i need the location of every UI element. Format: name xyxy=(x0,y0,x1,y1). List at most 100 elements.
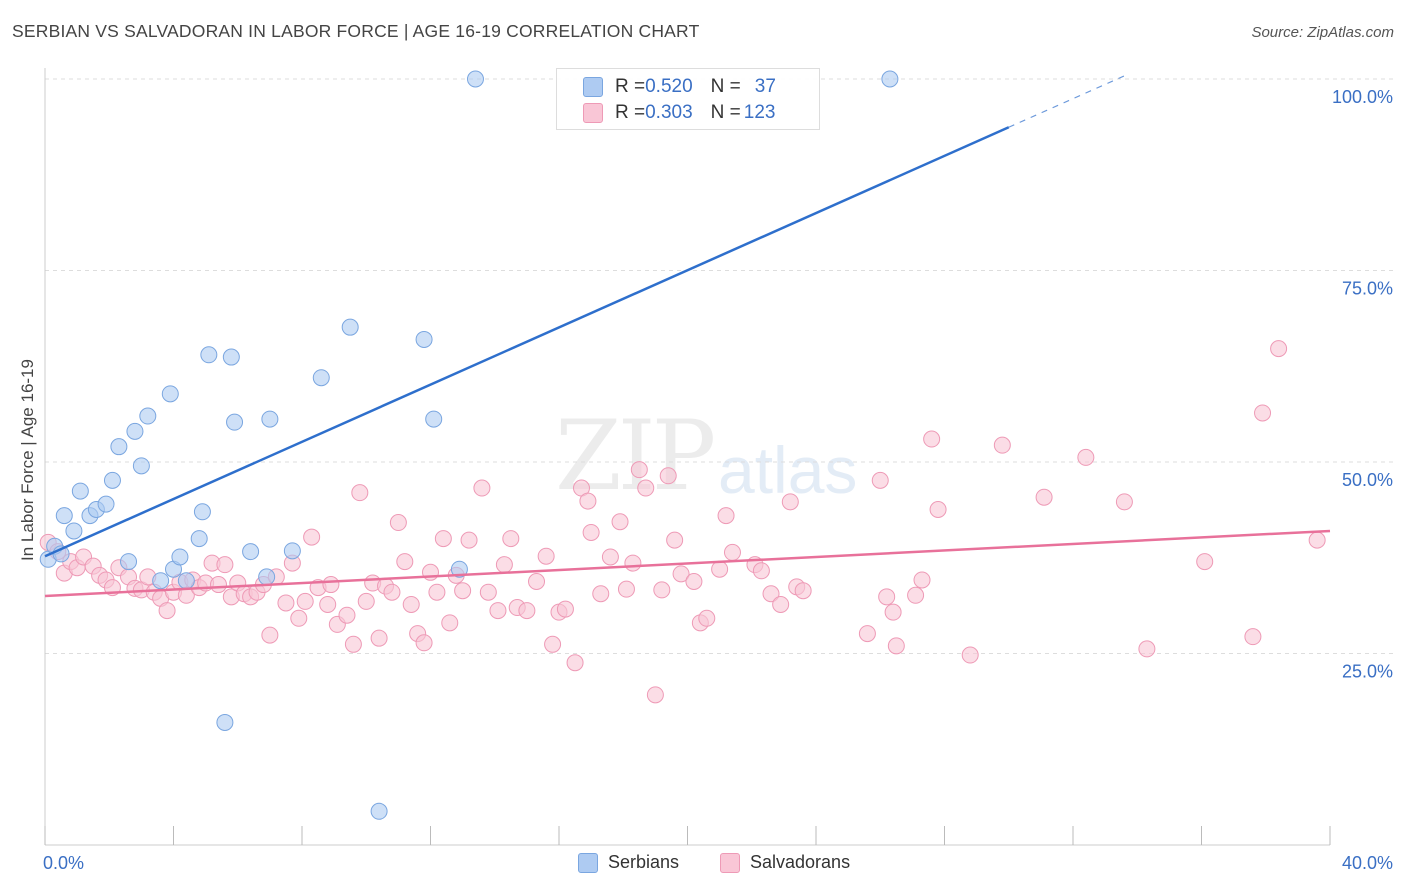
salvadoran-point xyxy=(601,548,619,566)
salvadoran-point xyxy=(646,686,664,704)
salvadoran-point xyxy=(261,626,279,644)
serbian-point xyxy=(97,495,115,513)
salvadoran-point xyxy=(389,514,407,532)
serbian-point xyxy=(341,318,359,336)
n-value: 37 xyxy=(754,76,776,97)
serbian-point xyxy=(200,346,218,364)
serbian-trend-extension xyxy=(1008,73,1128,128)
serbian-point xyxy=(226,413,244,431)
salvadoran-point xyxy=(518,602,536,620)
r-label: R = xyxy=(615,102,646,123)
salvadoran-point xyxy=(454,582,472,600)
salvadoran-point xyxy=(473,479,491,497)
salvadoran-point xyxy=(1115,493,1133,511)
salvadoran-point xyxy=(1077,448,1095,466)
serbian-point xyxy=(222,348,240,366)
salvadoran-point xyxy=(351,484,369,502)
serbian-point xyxy=(132,457,150,475)
salvadoran-point xyxy=(322,576,340,594)
x-tick-label: 0.0% xyxy=(43,853,84,873)
serbian-point xyxy=(71,482,89,500)
salvadoran-point xyxy=(296,592,314,610)
serbian-point xyxy=(110,438,128,456)
salvadoran-point xyxy=(1244,628,1262,646)
serbian-point xyxy=(242,543,260,561)
legend-row-serbians: R = 0.520 N = 37 xyxy=(583,74,776,100)
salvadoran-point xyxy=(434,530,452,548)
salvadoran-point xyxy=(502,530,520,548)
y-tick-label: 50.0% xyxy=(1342,470,1393,490)
salvadoran-point xyxy=(460,531,478,549)
salvadoran-point xyxy=(158,602,176,620)
y-tick-label: 100.0% xyxy=(1332,87,1393,107)
serbian-trend-line xyxy=(44,126,1010,558)
salvadoran-point xyxy=(556,600,574,618)
salvadoran-point xyxy=(993,436,1011,454)
salvadoran-point xyxy=(685,572,703,590)
salvadoran-point xyxy=(579,492,597,510)
salvadoran-point xyxy=(479,583,497,601)
r-value: 0.520 xyxy=(645,76,693,97)
n-label: N = xyxy=(710,76,741,97)
salvadorans-legend-swatch xyxy=(720,852,740,873)
x-tick-label: 40.0% xyxy=(1342,853,1393,873)
r-value: 0.303 xyxy=(645,102,693,123)
y-tick-label: 75.0% xyxy=(1342,279,1393,299)
salvadoran-point xyxy=(1308,531,1326,549)
n-label: N = xyxy=(710,102,741,123)
salvadoran-point xyxy=(698,609,716,627)
salvadoran-point xyxy=(794,582,812,600)
salvadoran-point xyxy=(723,543,741,561)
serbian-point xyxy=(312,369,330,387)
salvadoran-point xyxy=(537,547,555,565)
n-value: 123 xyxy=(743,102,776,123)
salvadoran-point xyxy=(402,595,420,613)
serbian-point xyxy=(258,568,276,586)
legend-row-salvadorans: R = 0.303 N = 123 xyxy=(583,100,775,126)
serbian-point xyxy=(139,407,157,425)
salvadoran-point xyxy=(923,430,941,448)
salvadoran-point xyxy=(871,471,889,489)
salvadoran-point xyxy=(637,479,655,497)
salvadoran-point xyxy=(290,609,308,627)
salvadoran-point xyxy=(344,635,362,653)
salvadoran-point xyxy=(666,531,684,549)
r-label: R = xyxy=(615,76,646,97)
salvadoran-point xyxy=(303,528,321,546)
salvadoran-point xyxy=(913,571,931,589)
salvadoran-point xyxy=(528,572,546,590)
salvadoran-point xyxy=(711,560,729,578)
salvadoran-point xyxy=(762,585,780,603)
salvadoran-point xyxy=(370,629,388,647)
salvadoran-point xyxy=(1035,488,1053,506)
salvadoran-point xyxy=(277,594,295,612)
salvadoran-point xyxy=(752,562,770,580)
salvadoran-point xyxy=(216,556,234,574)
salvadoran-point xyxy=(1138,640,1156,658)
serbian-point xyxy=(450,560,468,578)
serbian-point xyxy=(370,802,388,820)
salvadoran-point xyxy=(544,635,562,653)
salvadoran-point xyxy=(884,603,902,621)
salvadoran-trend-line xyxy=(44,529,1331,598)
serbian-point xyxy=(161,385,179,403)
correlation-legend: R = 0.520 N = 37 R = 0.303 N = 123 xyxy=(556,68,820,130)
serbian-point xyxy=(415,330,433,348)
salvadoran-point xyxy=(209,576,227,594)
legend-label-salvadorans: Salvadorans xyxy=(750,852,851,872)
salvadoran-point xyxy=(653,581,671,599)
serbian-point xyxy=(171,548,189,566)
serbian-point xyxy=(190,530,208,548)
salvadoran-point xyxy=(582,523,600,541)
series-legend: Serbians Salvadorans xyxy=(0,852,1406,878)
y-axis-label: In Labor Force | Age 16-19 xyxy=(18,359,37,561)
salvadoran-point xyxy=(858,625,876,643)
salvadoran-point xyxy=(717,507,735,525)
salvadoran-point xyxy=(566,654,584,672)
salvadoran-point xyxy=(772,595,790,613)
legend-label-serbians: Serbians xyxy=(608,852,680,872)
legend-item-serbians: Serbians xyxy=(578,852,679,873)
salvadoran-point xyxy=(396,553,414,571)
serbian-point xyxy=(881,70,899,88)
